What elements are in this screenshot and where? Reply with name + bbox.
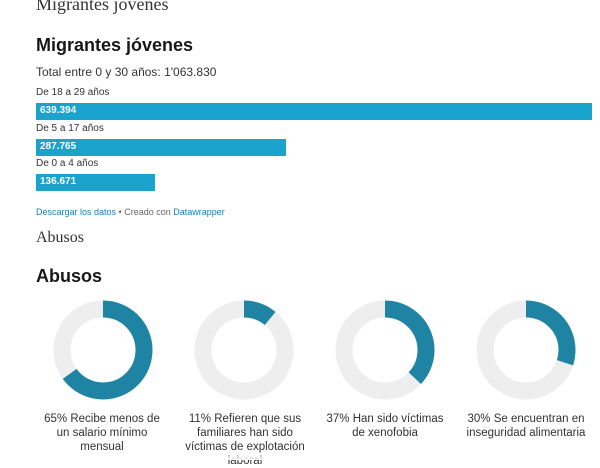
- donut-arc-3: [335, 300, 435, 400]
- bar-18-29: [36, 103, 592, 120]
- chart-footer: Descargar los datos • Creado con Datawra…: [36, 207, 225, 217]
- donut-caption-3: 37% Han sido víctimas de xenofobia: [326, 413, 444, 439]
- donut-arc-1: [53, 300, 153, 400]
- bar-category-label-2: De 5 a 17 años: [36, 123, 104, 134]
- bar-row-3: 136.671: [36, 174, 592, 191]
- bar-row-1: 639.394: [36, 103, 592, 120]
- bar-value-label-1: 639.394: [40, 105, 77, 116]
- bar-category-label-3: De 0 a 4 años: [36, 158, 99, 169]
- bar-row-2: 287.765: [36, 139, 592, 156]
- donut-charts: [53, 300, 576, 400]
- donut-caption-1: 65% Recibe menos de un salario mínimo me…: [44, 413, 160, 453]
- chart-subtitle-total: Total entre 0 y 30 años: 1'063.830: [36, 65, 217, 79]
- donut-track-2: [194, 300, 294, 400]
- section-heading-abusos: Abusos: [36, 229, 85, 246]
- chart-title-migrantes: Migrantes jóvenes: [36, 35, 194, 55]
- donut-arc-2: [194, 300, 294, 400]
- bar-value-label-3: 136.671: [40, 176, 77, 187]
- chart-title-abusos: Abusos: [36, 266, 103, 286]
- datawrapper-link[interactable]: Datawrapper: [173, 207, 225, 217]
- section-heading-migrantes: Migrantes jóvenes: [36, 0, 169, 14]
- caption-fade: [180, 452, 310, 460]
- bar-0-4: [36, 174, 155, 191]
- bar-value-label-2: 287.765: [40, 141, 77, 152]
- donut-arc-4: [476, 300, 576, 400]
- donut-caption-4: 30% Se encuentran en inseguridad aliment…: [466, 413, 586, 439]
- bar-5-17: [36, 139, 287, 156]
- footer-separator-text: • Creado con: [116, 207, 174, 217]
- bar-category-label-1: De 18 a 29 años: [36, 87, 110, 98]
- download-data-link[interactable]: Descargar los datos: [36, 207, 117, 217]
